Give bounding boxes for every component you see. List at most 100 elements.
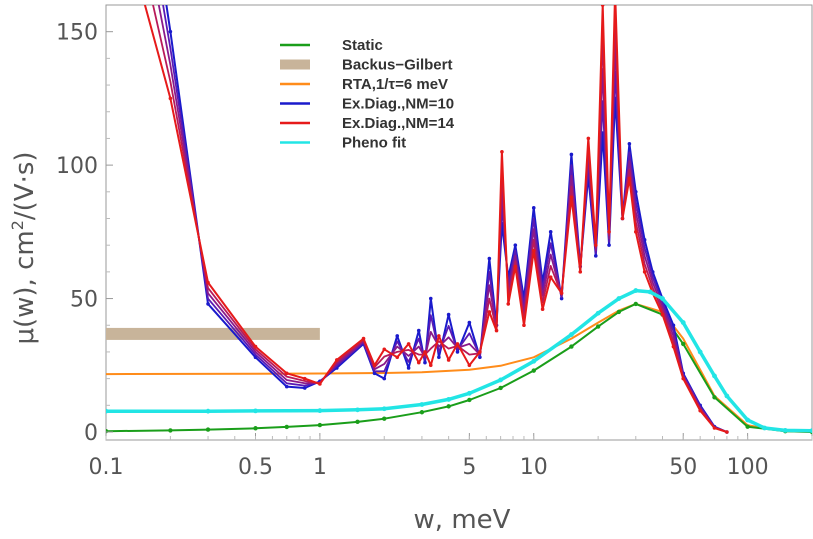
exdiag-nm14-line-point xyxy=(446,358,451,362)
exdiag-nm10-line-point xyxy=(467,320,472,325)
exdiag-nm14-line-point xyxy=(548,275,553,280)
static-line-point xyxy=(681,341,686,347)
legend-label: RTA,1/τ=6 meV xyxy=(342,76,448,93)
exdiag-nm10-line-point xyxy=(428,296,433,301)
exdiag-nm14-line-point xyxy=(671,344,676,349)
static-line-point xyxy=(106,428,109,434)
exdiag-nm14-line-point xyxy=(416,360,421,365)
legend-label: Backus−Gilbert xyxy=(342,57,452,74)
pheno-fit-line-point xyxy=(381,406,387,412)
exdiag-nm14-line-point xyxy=(681,376,686,381)
pheno-fit-line-point xyxy=(712,373,717,379)
legend-label: Pheno fit xyxy=(342,135,406,152)
exdiag-nm10-line-point xyxy=(478,355,482,360)
legend-label: Static xyxy=(342,37,383,54)
exdiag-nm14-line-point xyxy=(500,149,504,154)
exdiag-nm14-line-point xyxy=(284,371,289,376)
exdiag-nm14-line-point xyxy=(593,243,598,247)
static-line-point xyxy=(205,427,211,432)
y-tick-label: 150 xyxy=(56,21,98,46)
pheno-fit-line-point xyxy=(205,408,211,414)
exdiag-nm14-line-point xyxy=(428,363,433,368)
exdiag-nm10-line-point xyxy=(395,334,400,338)
exdiag-nm10-line-point xyxy=(627,141,632,146)
exdiag-nm10-line-point xyxy=(559,296,564,301)
x-tick-label: 50 xyxy=(669,455,697,480)
legend: Static Backus−Gilbert RTA,1/τ=6 meV Ex.Diag… xyxy=(280,37,455,152)
static-line-point xyxy=(712,395,717,400)
exdiag-nm14-line-point xyxy=(633,230,638,234)
pheno-fit-line-point xyxy=(724,393,730,399)
exdiag-nm10-line-point xyxy=(284,384,289,389)
exdiag-nm14-line-point xyxy=(600,5,605,7)
y-tick-label: 100 xyxy=(56,154,98,179)
exdiag-nm14-line-point xyxy=(478,350,482,354)
exdiag-nm14-line-point xyxy=(361,336,366,341)
exdiag-nm14-line-point xyxy=(372,363,377,368)
static-line-point xyxy=(446,404,451,409)
static-line-point xyxy=(633,301,638,307)
static-line-point xyxy=(253,426,258,431)
x-tick-label: 10 xyxy=(520,455,548,480)
plot-frame xyxy=(105,4,813,441)
pheno-fit-line-point xyxy=(595,310,601,316)
y-axis-title-tail: /(V·s) xyxy=(10,151,40,220)
exdiag-nm10-line-point xyxy=(531,206,536,210)
plot-border xyxy=(105,4,813,441)
static-line-point xyxy=(531,368,536,373)
exdiag-nm10-line-point xyxy=(446,312,451,317)
exdiag-nm10-line-point xyxy=(593,254,598,258)
exdiag-nm14-line-point xyxy=(642,270,647,274)
x-tick-label: 5 xyxy=(462,455,476,480)
x-tick-label: 0.5 xyxy=(238,455,273,480)
exdiag-nm14-line-point xyxy=(487,310,492,314)
exdiag-nm10-line-point xyxy=(437,355,441,360)
exdiag-nm14-line-point xyxy=(627,176,632,181)
exdiag-nm10-line-point xyxy=(455,350,460,354)
pheno-fit-line-point xyxy=(616,296,622,301)
exdiag-nm14-line-point xyxy=(335,358,339,362)
static-line-point xyxy=(168,428,173,433)
pheno-fit-line-point xyxy=(647,289,653,295)
exdiag-nm10-line-point xyxy=(206,302,210,306)
exdiag-nm10-line-point xyxy=(569,152,574,157)
pheno-fit-line-point xyxy=(466,390,472,396)
plot-series xyxy=(106,5,812,435)
exdiag-nm10-line-point xyxy=(487,256,492,261)
exdiag-nm14-line-point xyxy=(531,248,536,253)
y-axis-title-sup: 2 xyxy=(8,220,27,230)
exdiag-nm10-line-point xyxy=(302,386,307,390)
exdiag-nm14-line-point xyxy=(513,264,518,269)
axis-ticks: 0.1 0.5 1 5 10 50 100 0 50 100 150 xyxy=(56,21,813,480)
exdiag-nm10-line-point xyxy=(513,243,518,247)
pheno-fit-line-point xyxy=(498,377,504,383)
exdiag-nm14-line-point xyxy=(522,323,526,328)
legend-swatch-band xyxy=(280,59,310,70)
pheno-fit-line-point xyxy=(680,320,686,325)
y-tick-label: 0 xyxy=(84,421,98,446)
exdiag-nm14-line-point xyxy=(578,270,583,274)
pheno-fit-line-point xyxy=(253,408,258,414)
exdiag-nm10-line-point xyxy=(168,29,173,34)
exdiag-nm14-line-point xyxy=(559,291,564,296)
y-axis-title: μ(w), cm2/(V·s) xyxy=(8,151,40,344)
exdiag-nm14-line-point xyxy=(569,195,574,199)
exdiag-nm14-line-point xyxy=(168,96,173,101)
static-line-point xyxy=(616,309,622,315)
pheno-fit-line-point xyxy=(569,332,574,337)
legend-label: Ex.Diag.,NM=10 xyxy=(342,96,454,113)
exdiag-nm10-line-point xyxy=(548,230,553,234)
exdiag-nm14-line-point xyxy=(712,426,717,430)
exdiag-nm14-line-point xyxy=(302,376,307,381)
static-line-point xyxy=(467,397,472,403)
exdiag-nm14-line-point xyxy=(620,216,625,221)
y-tick-label: 50 xyxy=(70,288,98,313)
exdiag-nm14-line-point xyxy=(406,342,411,346)
pheno-fit-line-point xyxy=(782,427,788,433)
exdiag-nm10-line-point xyxy=(416,328,421,333)
exdiag-nm10-line-point xyxy=(382,376,387,381)
pheno-fit-line-point xyxy=(446,397,452,402)
y-axis-title-main: μ(w), cm xyxy=(10,230,40,344)
exdiag-nm14-line-point xyxy=(318,382,322,386)
exdiag-nm14-line-point xyxy=(206,280,210,285)
